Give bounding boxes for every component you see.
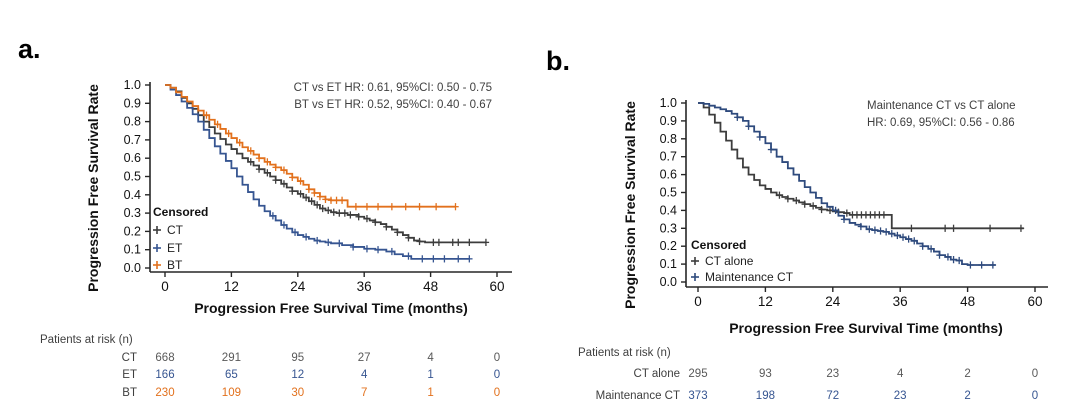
hr-annotation: Maintenance CT vs CT alone HR: 0.69, 95%… xyxy=(867,98,1016,132)
risk-value: 668 xyxy=(155,352,175,364)
risk-value: 291 xyxy=(221,352,241,364)
svg-text:1.0: 1.0 xyxy=(660,96,677,110)
risk-value: 373 xyxy=(688,390,708,402)
km-plot-a: 0.0 0.1 0.2 0.3 0.4 0.5 0.6 0.7 0.8 0.9 1.0 0 12 24 36… xyxy=(124,78,512,294)
svg-text:0.5: 0.5 xyxy=(124,170,141,184)
risk-value: 7 xyxy=(360,387,368,399)
svg-text:0.4: 0.4 xyxy=(124,188,141,202)
svg-text:24: 24 xyxy=(825,294,841,309)
svg-text:0.2: 0.2 xyxy=(660,239,677,253)
svg-text:0.9: 0.9 xyxy=(660,114,677,128)
hr-annotation-line-2: BT vs ET HR: 0.52, 95%CI: 0.40 - 0.67 xyxy=(294,99,492,111)
y-axis-title: Progression Free Survival Rate xyxy=(85,84,101,292)
svg-text:1.0: 1.0 xyxy=(124,78,141,92)
risk-table-a: Patients at risk (n) CT 668 291 95 27 4 0 ET 166 6… xyxy=(40,334,501,399)
legend: Censored CT alone Maintenance CT xyxy=(691,238,794,284)
svg-text:0.9: 0.9 xyxy=(124,96,141,110)
x-axis-title: Progression Free Survival Time (months) xyxy=(194,300,468,316)
svg-text:48: 48 xyxy=(423,279,438,294)
svg-text:CT alone: CT alone xyxy=(705,254,754,268)
risk-value: 230 xyxy=(155,387,175,399)
svg-text:12: 12 xyxy=(758,294,773,309)
svg-text:CT: CT xyxy=(167,223,184,237)
svg-text:Maintenance CT: Maintenance CT xyxy=(705,270,794,284)
risk-value: 23 xyxy=(826,368,840,380)
risk-value: 12 xyxy=(291,369,305,381)
risk-row-label: BT xyxy=(122,387,137,399)
risk-value: 1 xyxy=(427,369,434,381)
svg-text:0.7: 0.7 xyxy=(124,133,141,147)
risk-value: 166 xyxy=(155,369,175,381)
risk-value: 65 xyxy=(224,369,238,381)
risk-table-header: Patients at risk (n) xyxy=(40,334,133,346)
legend: Censored CT ET BT xyxy=(153,205,208,272)
risk-value: 2 xyxy=(964,390,971,402)
risk-table-b: Patients at risk (n) CT alone 295 93 23 4 2 0 Ma… xyxy=(540,0,1080,417)
risk-value: 4 xyxy=(360,369,368,381)
panel-b: b. Progression Free Survival Rate Progre… xyxy=(540,0,1080,417)
risk-value: 295 xyxy=(688,368,708,380)
risk-row-label: ET xyxy=(122,369,137,381)
svg-text:0.6: 0.6 xyxy=(660,168,677,182)
svg-text:0.1: 0.1 xyxy=(660,257,677,271)
panel-a: a. Progression Free Survival Rate Progre… xyxy=(18,34,512,399)
risk-value: 2 xyxy=(964,368,971,380)
risk-value: 72 xyxy=(826,390,840,402)
svg-text:36: 36 xyxy=(357,279,372,294)
svg-text:0: 0 xyxy=(694,294,702,309)
svg-text:48: 48 xyxy=(960,294,975,309)
risk-value: 27 xyxy=(357,352,371,364)
svg-text:Censored: Censored xyxy=(153,205,208,219)
risk-value: 30 xyxy=(291,387,305,399)
risk-value: 4 xyxy=(896,368,904,380)
hr-annotation-line-1: Maintenance CT vs CT alone xyxy=(867,100,1016,112)
svg-text:0.6: 0.6 xyxy=(124,151,141,165)
svg-text:60: 60 xyxy=(489,279,504,294)
svg-text:BT: BT xyxy=(167,258,183,272)
hr-annotation-line-2: HR: 0.69, 95%CI: 0.56 - 0.86 xyxy=(867,117,1015,129)
risk-value: 0 xyxy=(493,369,501,381)
svg-text:0.3: 0.3 xyxy=(660,221,677,235)
svg-text:ET: ET xyxy=(167,241,183,255)
svg-text:0.5: 0.5 xyxy=(660,186,677,200)
km-plot-b: 0.0 0.1 0.2 0.3 0.4 0.5 0.6 0.7 0.8 0.9 1.0 0 12 24 36… xyxy=(660,96,1048,309)
svg-text:0.4: 0.4 xyxy=(660,203,677,217)
risk-value: 0 xyxy=(493,352,501,364)
risk-value: 0 xyxy=(1031,368,1039,380)
risk-row-label: CT xyxy=(121,352,137,364)
y-axis-title: Progression Free Survival Rate xyxy=(622,101,638,309)
risk-value: 109 xyxy=(221,387,241,399)
risk-value: 0 xyxy=(493,387,501,399)
panel-b-label: b. xyxy=(546,46,570,76)
risk-value: 93 xyxy=(758,368,772,380)
panel-a-label: a. xyxy=(18,34,41,64)
risk-value: 1 xyxy=(427,387,434,399)
svg-text:0.1: 0.1 xyxy=(124,243,141,257)
hr-annotation: CT vs ET HR: 0.61, 95%CI: 0.50 - 0.75 BT… xyxy=(294,80,492,114)
risk-value: 198 xyxy=(755,390,775,402)
risk-value: 23 xyxy=(893,390,907,402)
svg-text:0.8: 0.8 xyxy=(124,115,141,129)
svg-text:0.7: 0.7 xyxy=(660,150,677,164)
svg-text:36: 36 xyxy=(893,294,908,309)
risk-value: 95 xyxy=(291,352,305,364)
risk-row-label: CT alone xyxy=(633,368,680,380)
risk-row-label: Maintenance CT xyxy=(595,390,680,402)
svg-text:12: 12 xyxy=(224,279,239,294)
svg-text:Censored: Censored xyxy=(691,238,746,252)
svg-text:0.0: 0.0 xyxy=(124,261,141,275)
svg-text:0.2: 0.2 xyxy=(124,224,141,238)
svg-text:60: 60 xyxy=(1027,294,1042,309)
svg-text:0.0: 0.0 xyxy=(660,275,677,289)
risk-value: 4 xyxy=(427,352,434,364)
svg-text:0.8: 0.8 xyxy=(660,132,677,146)
svg-text:0.3: 0.3 xyxy=(124,206,141,220)
hr-annotation-line-1: CT vs ET HR: 0.61, 95%CI: 0.50 - 0.75 xyxy=(293,82,492,94)
svg-text:0: 0 xyxy=(161,279,169,294)
risk-table-header: Patients at risk (n) xyxy=(578,347,671,359)
x-axis-title: Progression Free Survival Time (months) xyxy=(729,320,1003,336)
svg-text:24: 24 xyxy=(290,279,306,294)
risk-value: 0 xyxy=(1031,390,1039,402)
